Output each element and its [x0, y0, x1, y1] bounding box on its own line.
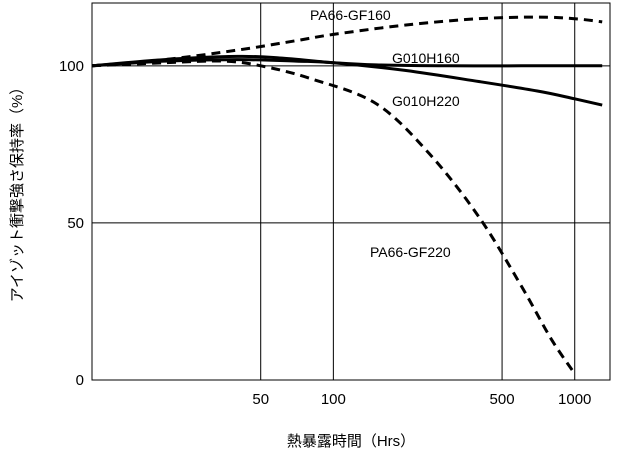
- x-tick-label: 100: [321, 391, 346, 408]
- series-line-pa66-gf220: [91, 59, 576, 375]
- y-tick-label: 100: [59, 58, 84, 75]
- series-label-pa66-gf160: PA66-GF160: [310, 7, 391, 23]
- y-tick-label: 50: [67, 215, 84, 232]
- series-line-g010h220: [91, 58, 603, 107]
- series-label-g010h220: G010H220: [392, 93, 460, 109]
- series-label-pa66-gf220: PA66-GF220: [370, 244, 451, 260]
- y-axis-title: アイゾット衝撃強さ保持率（%）: [9, 80, 26, 303]
- x-tick-label: 1000: [558, 391, 591, 408]
- series-layer: [91, 15, 603, 375]
- series-label-layer: PA66-GF160 G010H160 G010H220 PA66-GF220: [310, 7, 460, 260]
- x-tick-label: 50: [252, 391, 269, 408]
- plot-frame: [91, 2, 611, 381]
- y-tick-label: 0: [76, 372, 84, 389]
- series-line-pa66-gf160: [91, 15, 603, 68]
- x-axis-title: 熱暴露時間（Hrs）: [287, 433, 415, 450]
- tick-layer: 50 100 500 1000 0 50 100: [59, 58, 591, 408]
- x-tick-label: 500: [490, 391, 515, 408]
- series-label-g010h160: G010H160: [392, 50, 460, 66]
